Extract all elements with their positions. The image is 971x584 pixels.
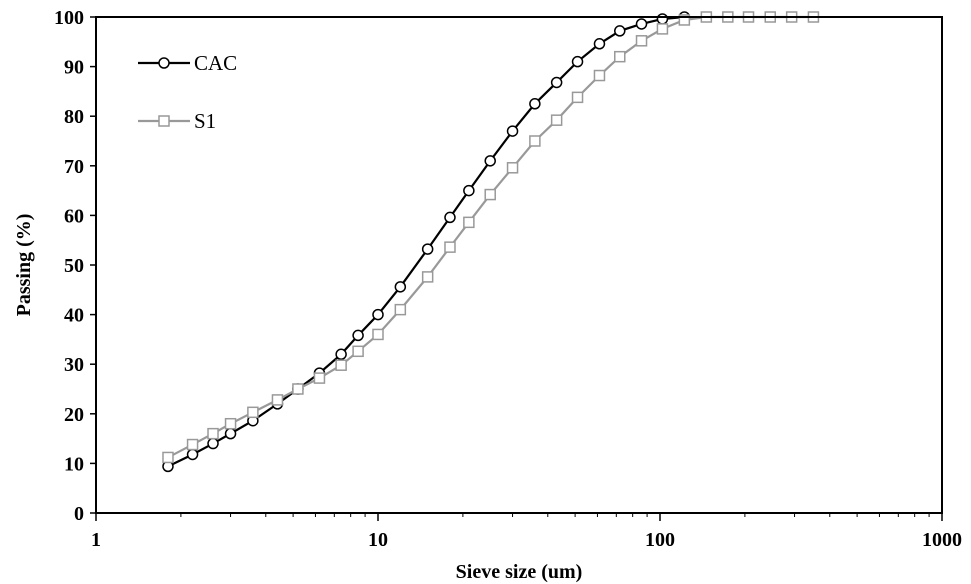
data-point-cac: [352, 329, 364, 342]
y-axis-title: Passing (%): [13, 214, 35, 317]
data-point-cac: [656, 13, 669, 25]
x-tick-label: 1000: [922, 529, 962, 551]
data-point-s1: [247, 406, 259, 419]
data-point-s1: [614, 50, 626, 63]
y-tick-label: 60: [64, 205, 84, 227]
y-tick-label: 70: [64, 156, 84, 178]
data-point-cac: [593, 38, 606, 50]
legend-item-cac: CAC: [138, 51, 237, 75]
x-axis-title: Sieve size (um): [456, 561, 583, 583]
data-point-s1: [593, 69, 606, 82]
data-point-s1: [271, 394, 284, 406]
data-point-cac: [550, 76, 563, 89]
data-point-cac: [372, 308, 384, 321]
legend: CAC S1: [138, 51, 237, 133]
x-tick-label: 10: [368, 529, 388, 551]
data-point-s1: [186, 438, 199, 451]
data-point-cac: [635, 18, 648, 30]
plot-frame: [95, 16, 943, 514]
data-point-s1: [484, 188, 496, 201]
y-tick-label: 10: [64, 453, 84, 475]
data-point-s1: [292, 383, 304, 395]
legend-label-s1: S1: [194, 109, 216, 133]
data-point-cac: [614, 25, 626, 37]
data-point-cac: [335, 348, 347, 361]
x-tick-label: 100: [645, 529, 675, 551]
series-line-cac: [167, 15, 685, 468]
data-point-s1: [635, 35, 648, 47]
data-point-s1: [571, 91, 584, 104]
data-point-s1: [352, 345, 364, 358]
data-point-cac: [571, 55, 584, 68]
data-point-cac: [421, 243, 434, 255]
legend-label-cac: CAC: [194, 51, 237, 75]
y-tick-label: 20: [64, 404, 84, 426]
data-point-cac: [529, 98, 541, 110]
legend-item-s1: S1: [138, 109, 216, 133]
data-point-cac: [506, 125, 519, 137]
data-point-s1: [313, 372, 326, 384]
data-point-cac: [207, 437, 219, 450]
legend-swatch-marker: [158, 57, 170, 69]
series-line-s1: [167, 15, 814, 459]
data-point-s1: [207, 427, 219, 440]
data-point-s1: [372, 328, 384, 341]
y-tick-label: 0: [74, 503, 84, 525]
data-point-s1: [162, 451, 174, 464]
data-point-cac: [224, 427, 237, 440]
y-tick-label: 80: [64, 106, 84, 128]
data-point-s1: [224, 417, 237, 430]
data-point-cac: [394, 281, 407, 293]
data-point-s1: [678, 14, 691, 26]
data-point-s1: [550, 114, 563, 126]
x-tick-label: 1: [91, 529, 101, 551]
y-tick-label: 30: [64, 354, 84, 376]
y-tick-label: 100: [54, 7, 84, 29]
data-point-cac: [463, 184, 475, 197]
data-point-s1: [506, 162, 519, 174]
data-point-s1: [335, 359, 347, 371]
data-point-cac: [444, 211, 456, 224]
data-point-s1: [421, 271, 434, 283]
data-point-s1: [463, 216, 475, 229]
y-tick-label: 50: [64, 255, 84, 277]
series-cac: [162, 11, 691, 473]
y-tick-label: 40: [64, 305, 84, 327]
y-tick-label: 90: [64, 57, 84, 79]
series-s1: [162, 11, 820, 464]
data-point-cac: [186, 448, 199, 461]
legend-swatch-marker: [158, 115, 170, 127]
data-point-cac: [484, 155, 496, 167]
data-point-s1: [394, 303, 407, 316]
data-point-s1: [444, 241, 456, 253]
data-point-s1: [656, 23, 669, 35]
data-point-s1: [529, 135, 541, 147]
series-layer: [162, 11, 820, 473]
